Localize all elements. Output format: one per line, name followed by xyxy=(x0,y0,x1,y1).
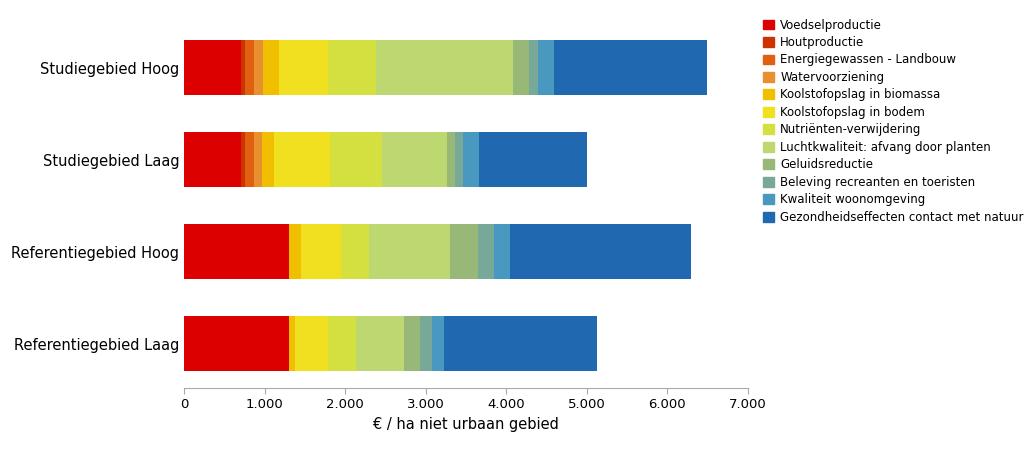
Bar xyxy=(241,132,246,187)
Bar xyxy=(330,132,382,187)
Bar xyxy=(370,224,450,280)
Bar xyxy=(513,40,528,96)
Bar xyxy=(528,40,539,96)
Bar xyxy=(246,132,254,187)
Bar xyxy=(382,132,446,187)
Bar xyxy=(403,316,420,371)
Bar xyxy=(254,132,261,187)
Bar xyxy=(444,316,597,371)
Bar xyxy=(263,40,280,96)
Bar xyxy=(479,132,588,187)
Bar xyxy=(455,132,463,187)
Bar xyxy=(241,40,246,96)
Bar xyxy=(184,316,289,371)
Bar xyxy=(376,40,513,96)
Bar xyxy=(450,224,478,280)
Bar xyxy=(261,132,273,187)
Bar xyxy=(273,132,330,187)
Bar xyxy=(554,40,708,96)
Bar xyxy=(341,224,370,280)
Bar xyxy=(510,224,691,280)
Bar xyxy=(301,224,341,280)
Bar xyxy=(328,40,376,96)
Bar xyxy=(432,316,444,371)
Bar xyxy=(495,224,510,280)
Bar xyxy=(295,316,328,371)
X-axis label: € / ha niet urbaan gebied: € / ha niet urbaan gebied xyxy=(373,417,559,432)
Bar xyxy=(539,40,554,96)
Bar xyxy=(246,40,254,96)
Bar xyxy=(184,224,289,280)
Legend: Voedselproductie, Houtproductie, Energiegewassen - Landbouw, Watervoorziening, K: Voedselproductie, Houtproductie, Energie… xyxy=(759,15,1024,228)
Bar xyxy=(289,316,295,371)
Bar xyxy=(328,316,355,371)
Bar xyxy=(478,224,495,280)
Bar xyxy=(280,40,328,96)
Bar xyxy=(184,40,241,96)
Bar xyxy=(289,224,301,280)
Bar xyxy=(184,132,241,187)
Bar xyxy=(420,316,432,371)
Bar xyxy=(355,316,403,371)
Bar xyxy=(463,132,479,187)
Bar xyxy=(254,40,263,96)
Bar xyxy=(446,132,455,187)
